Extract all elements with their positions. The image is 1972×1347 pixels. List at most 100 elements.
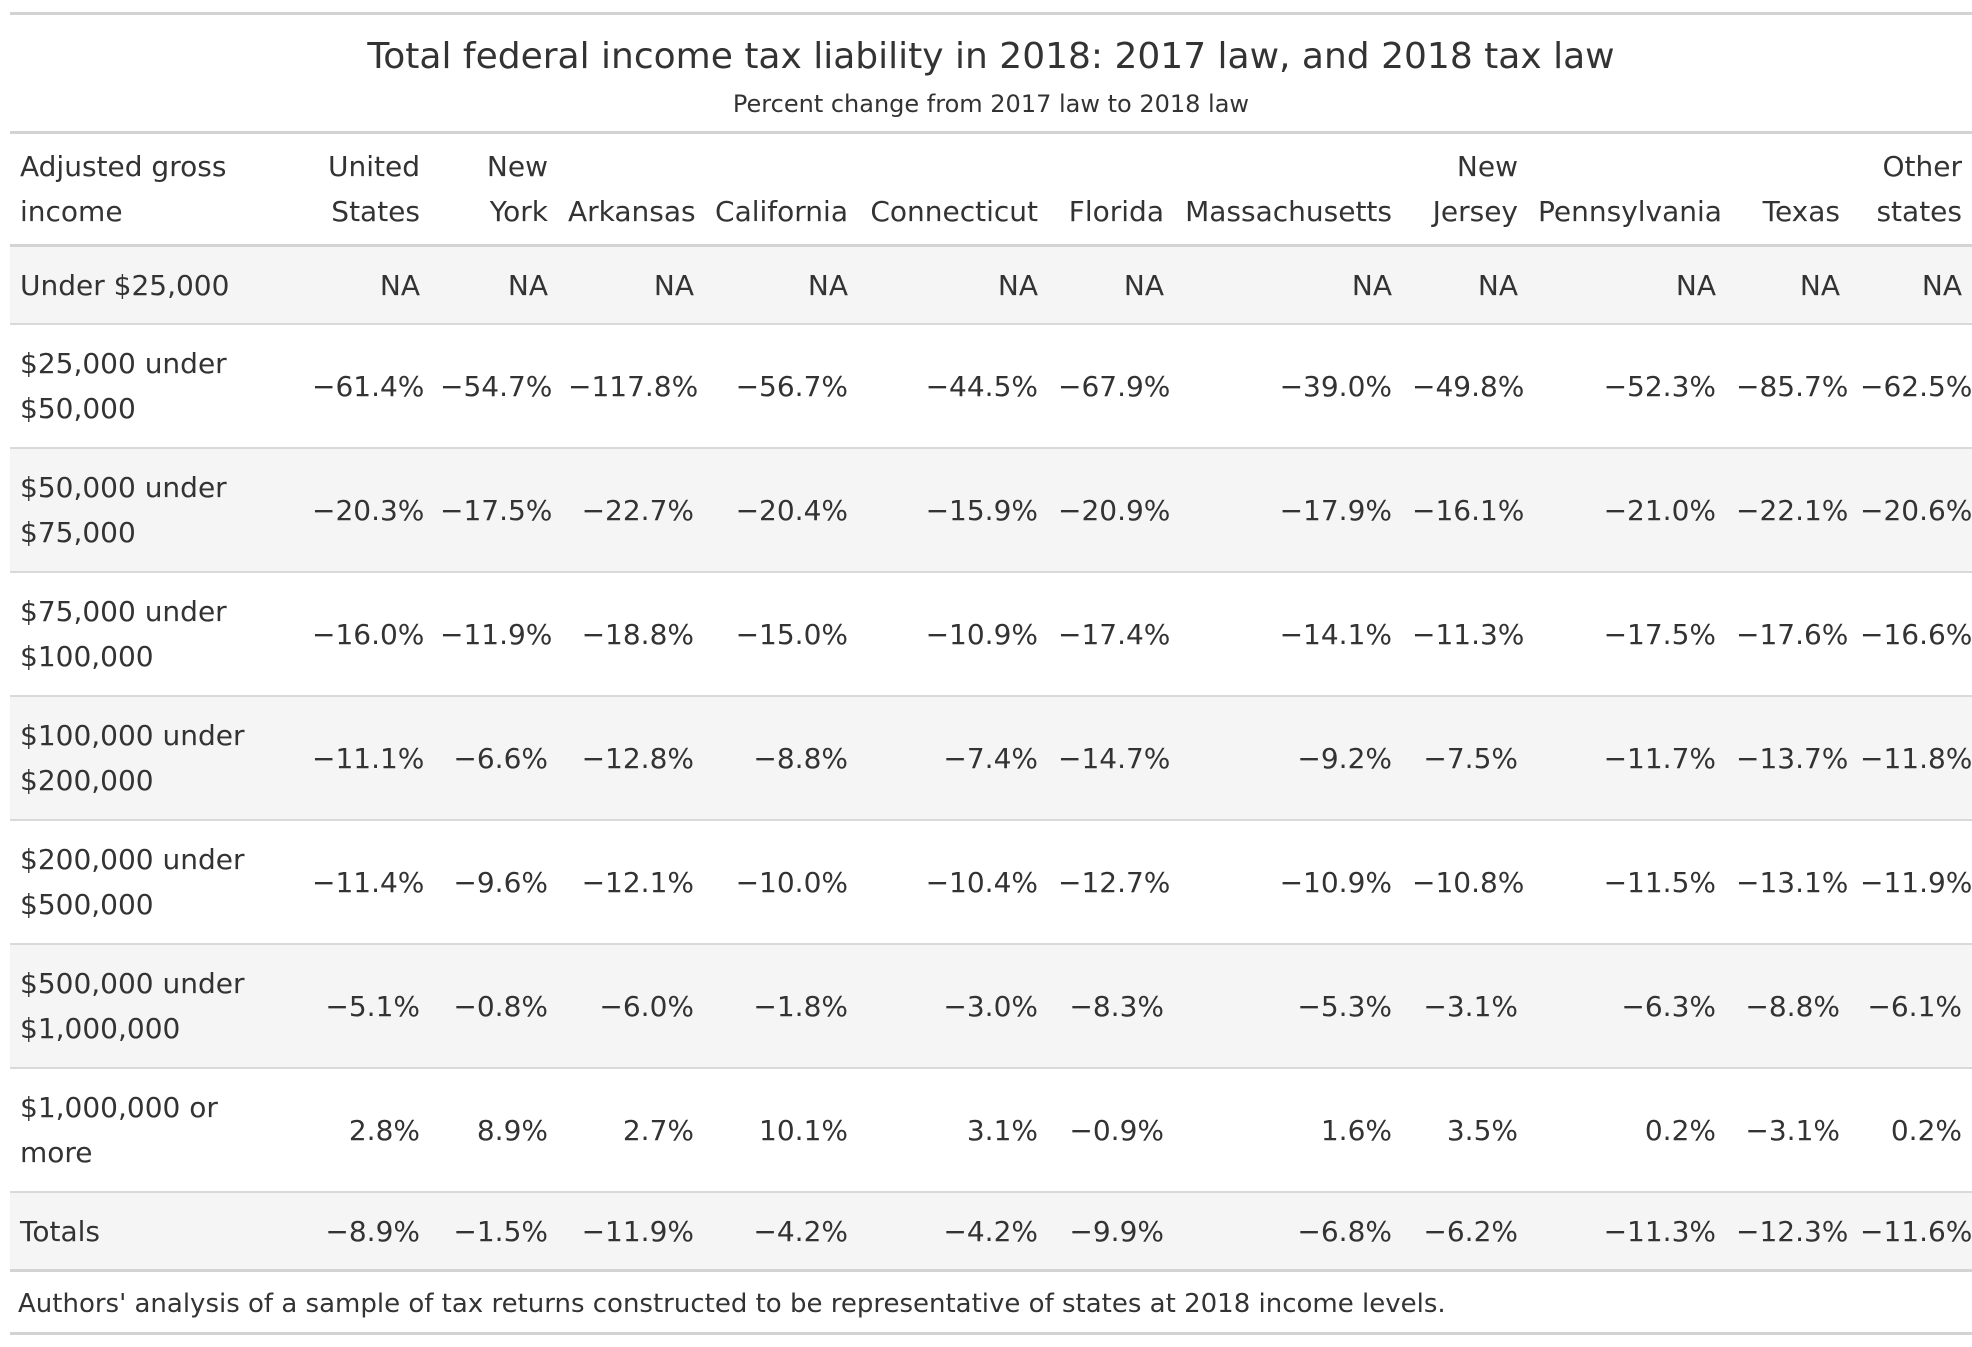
table-cell: −6.6% [430, 696, 558, 821]
table-cell: −11.9% [1850, 820, 1972, 945]
table-cell: NA [704, 245, 858, 325]
row-label-line: more [20, 1136, 93, 1169]
table-cell: −12.3% [1726, 1192, 1850, 1272]
table-cell: −20.3% [302, 448, 430, 573]
header-rule [10, 131, 1972, 134]
column-header-line: York [489, 195, 548, 228]
table-cell: −17.4% [1048, 572, 1174, 697]
table-cell: NA [430, 245, 558, 325]
table-cell: −4.2% [704, 1192, 858, 1272]
table-cell: −67.9% [1048, 324, 1174, 449]
table-cell: −21.0% [1528, 448, 1726, 573]
table-cell: −20.4% [704, 448, 858, 573]
row-label-line: $200,000 under [20, 843, 245, 876]
table-cell: −17.5% [1528, 572, 1726, 697]
table-cell: −5.3% [1174, 944, 1402, 1069]
table-cell: 3.5% [1402, 1068, 1528, 1193]
row-label: $1,000,000 or more [10, 1068, 302, 1193]
table-cell: −9.6% [430, 820, 558, 945]
column-header-texas: Texas [1726, 134, 1850, 247]
table-cell: −13.1% [1726, 820, 1850, 945]
table-cell: 1.6% [1174, 1068, 1402, 1193]
table-cell: −10.8% [1402, 820, 1528, 945]
column-header-other-states: Other states [1850, 134, 1972, 247]
table-cell: 3.1% [858, 1068, 1048, 1193]
table-cell: −14.1% [1174, 572, 1402, 697]
column-header-line: New [486, 150, 548, 183]
table-cell: −0.8% [430, 944, 558, 1069]
table-cell: 10.1% [704, 1068, 858, 1193]
table-row: $1,000,000 or more 2.8% 8.9% 2.7% 10.1% 3.1% −0… [10, 1068, 1972, 1193]
table-cell: −11.3% [1528, 1192, 1726, 1272]
column-header-line: New [1456, 150, 1518, 183]
table-row: $50,000 under $75,000 −20.3% −17.5% −22.7% −2… [10, 448, 1972, 573]
table-cell: 2.8% [302, 1068, 430, 1193]
bottom-rule [10, 1332, 1972, 1335]
table-cell: −6.2% [1402, 1192, 1528, 1272]
table-cell: −11.3% [1402, 572, 1528, 697]
table-row: $25,000 under $50,000 −61.4% −54.7% −117.8% −… [10, 324, 1972, 449]
column-header-line: Adjusted gross [20, 150, 227, 183]
table-cell: −4.2% [858, 1192, 1048, 1272]
row-label-line: $200,000 [20, 764, 154, 797]
row-label-line: $50,000 under [20, 471, 227, 504]
column-header-line: California [715, 195, 848, 228]
table-cell: −11.1% [302, 696, 430, 821]
table-cell: −85.7% [1726, 324, 1850, 449]
table-cell: −22.7% [558, 448, 704, 573]
table-cell: NA [558, 245, 704, 325]
row-label-line: $75,000 [20, 516, 136, 549]
row-label: $75,000 under $100,000 [10, 572, 302, 697]
table-cell: −10.0% [704, 820, 858, 945]
table-cell: −10.9% [1174, 820, 1402, 945]
table-cell: −11.6% [1850, 1192, 1972, 1272]
table-cell: −12.1% [558, 820, 704, 945]
table-cell: −0.9% [1048, 1068, 1174, 1193]
column-header-florida: Florida [1048, 134, 1174, 247]
table-cell: −6.8% [1174, 1192, 1402, 1272]
table-frame: Total federal income tax liability in 20… [10, 12, 1972, 1335]
table-cell: −39.0% [1174, 324, 1402, 449]
table-cell: −1.8% [704, 944, 858, 1069]
row-label: $500,000 under $1,000,000 [10, 944, 302, 1069]
table-row: $500,000 under $1,000,000 −5.1% −0.8% −6.0% −… [10, 944, 1972, 1069]
table-cell: −3.0% [858, 944, 1048, 1069]
table-cell: −8.8% [704, 696, 858, 821]
column-header-line [714, 144, 848, 189]
column-header-massachusetts: Massachusetts [1174, 134, 1402, 247]
table-cell: −9.9% [1048, 1192, 1174, 1272]
table-cell: −15.9% [858, 448, 1048, 573]
table-cell: NA [1048, 245, 1174, 325]
data-table: Adjusted gross income United States New York … [10, 134, 1972, 1272]
column-header-line [1058, 144, 1164, 189]
table-row: $200,000 under $500,000 −11.4% −9.6% −12.1% −… [10, 820, 1972, 945]
table-cell: −11.4% [302, 820, 430, 945]
column-header-california: California [704, 134, 858, 247]
table-cell: −22.1% [1726, 448, 1850, 573]
table-cell: −11.7% [1528, 696, 1726, 821]
row-label: Totals [10, 1192, 302, 1272]
column-header-line [1538, 144, 1716, 189]
column-header-line: Texas [1762, 195, 1840, 228]
table-cell: −8.3% [1048, 944, 1174, 1069]
column-header-line: Pennsylvania [1538, 195, 1722, 228]
column-header-arkansas: Arkansas [558, 134, 704, 247]
row-label: $100,000 under $200,000 [10, 696, 302, 821]
row-label-line: $1,000,000 or [20, 1091, 218, 1124]
table-cell: −9.2% [1174, 696, 1402, 821]
column-header-connecticut: Connecticut [858, 134, 1048, 247]
table-cell: NA [1850, 245, 1972, 325]
table-cell: NA [1528, 245, 1726, 325]
row-label: $50,000 under $75,000 [10, 448, 302, 573]
table-cell: −17.5% [430, 448, 558, 573]
table-cell: −20.6% [1850, 448, 1972, 573]
column-header-line [868, 144, 1038, 189]
row-label-line: $100,000 [20, 640, 154, 673]
row-label-line: $500,000 under [20, 967, 245, 1000]
row-label-line: Under $25,000 [20, 268, 230, 302]
column-header-line: states [1876, 195, 1962, 228]
table-cell: −11.8% [1850, 696, 1972, 821]
table-cell: −20.9% [1048, 448, 1174, 573]
table-cell: −117.8% [558, 324, 704, 449]
table-cell: −18.8% [558, 572, 704, 697]
